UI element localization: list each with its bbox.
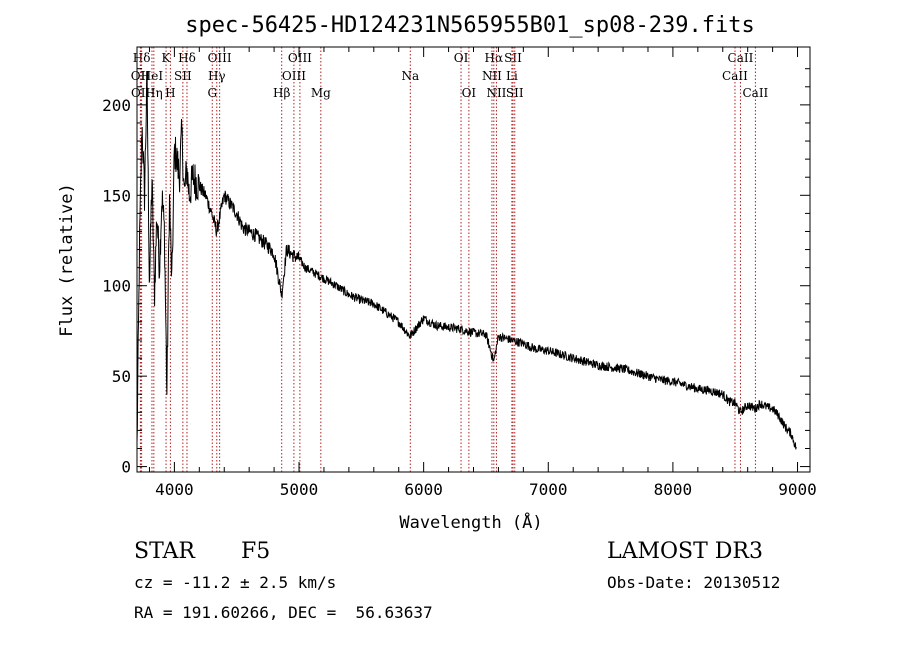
y-axis-label: Flux (relative) xyxy=(57,183,77,337)
line-marker-label: OIII xyxy=(208,51,232,65)
line-marker-label: NII xyxy=(482,69,502,83)
line-marker-label: Li xyxy=(506,69,518,83)
line-marker-label: SII xyxy=(174,69,192,83)
line-marker-label: NII xyxy=(486,86,506,100)
y-tick-label: 100 xyxy=(102,277,131,296)
line-marker-label: H xyxy=(165,86,175,100)
y-tick-label: 0 xyxy=(121,458,131,477)
line-marker-label: OIII xyxy=(288,51,312,65)
y-tick-label: 150 xyxy=(102,186,131,205)
x-tick-label: 7000 xyxy=(529,480,568,499)
coordinates: RA = 191.60266, DEC = 56.63637 xyxy=(134,603,433,622)
y-tick-label: 50 xyxy=(112,367,131,386)
x-tick-label: 9000 xyxy=(778,480,817,499)
line-marker-label: K xyxy=(162,51,172,65)
object-class: STAR xyxy=(134,539,195,564)
line-marker-label: Hγ xyxy=(208,69,226,83)
line-marker-label: Hη xyxy=(145,86,163,100)
survey-name: LAMOST DR3 xyxy=(607,539,763,564)
obs-date: Obs-Date: 20130512 xyxy=(607,573,781,592)
line-marker-label: HeI xyxy=(141,69,164,83)
line-marker-label: CaII xyxy=(722,69,748,83)
line-marker-label: Hδ xyxy=(178,51,196,65)
plot-frame xyxy=(136,46,811,473)
line-marker-label: OI xyxy=(462,86,477,100)
x-tick-label: 5000 xyxy=(280,480,319,499)
line-marker-label: Hα xyxy=(485,51,504,65)
line-marker-label: G xyxy=(207,86,217,100)
x-tick-label: 6000 xyxy=(404,480,443,499)
line-marker-label: OII xyxy=(131,86,151,100)
x-tick-label: 4000 xyxy=(155,480,194,499)
chart-title: spec-56425-HD124231N565955B01_sp08-239.f… xyxy=(185,13,755,38)
x-axis-label: Wavelength (Å) xyxy=(399,511,542,533)
x-tick-label: 8000 xyxy=(654,480,693,499)
line-marker-label: OIII xyxy=(282,69,306,83)
line-marker-label: SII xyxy=(506,86,524,100)
line-marker-label: Mg xyxy=(311,86,331,100)
line-marker-label: OI xyxy=(454,51,469,65)
line-marker-label: CaII xyxy=(742,86,768,100)
y-tick-label: 200 xyxy=(102,96,131,115)
spectral-subclass: F5 xyxy=(241,539,271,564)
line-marker-label: Na xyxy=(401,69,419,83)
spectrum-line xyxy=(136,71,797,450)
line-marker-label: CaII xyxy=(728,51,754,65)
line-marker-label: Hδ xyxy=(133,51,151,65)
line-marker-label: Hβ xyxy=(273,86,290,100)
redshift-info: cz = -11.2 ± 2.5 km/s xyxy=(134,573,337,592)
line-marker-label: SII xyxy=(504,51,522,65)
